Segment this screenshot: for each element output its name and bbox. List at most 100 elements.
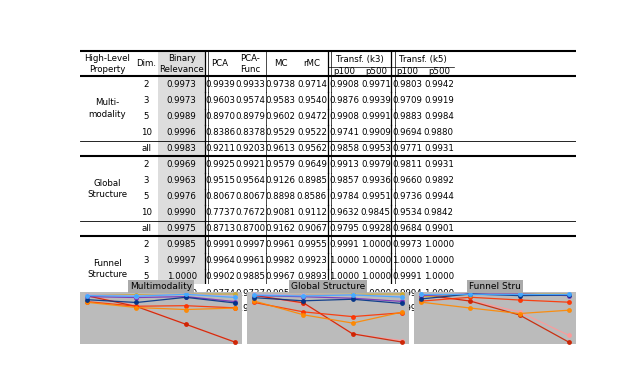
Text: Multi-
modality: Multi- modality — [88, 98, 126, 118]
Text: 0.9991: 0.9991 — [392, 272, 422, 281]
Text: 0.8713: 0.8713 — [205, 224, 235, 233]
Text: Binary
Relevance: Binary Relevance — [159, 54, 204, 74]
Text: 0.9919: 0.9919 — [424, 96, 454, 105]
Bar — [158, 221, 205, 236]
Text: 1.0000: 1.0000 — [361, 289, 391, 298]
Text: 0.9971: 0.9971 — [361, 80, 391, 89]
Text: 0.9955: 0.9955 — [266, 289, 296, 298]
Bar — [158, 205, 205, 221]
Text: 0.9540: 0.9540 — [297, 96, 327, 105]
Text: 0.9602: 0.9602 — [266, 112, 296, 121]
Text: 1.0000: 1.0000 — [361, 256, 391, 265]
Bar — [158, 76, 205, 92]
Text: 0.9913: 0.9913 — [329, 160, 359, 169]
Text: 0.9649: 0.9649 — [297, 160, 327, 169]
Text: 0.9928: 0.9928 — [361, 224, 391, 233]
Text: 0.9994: 0.9994 — [392, 289, 422, 298]
Text: 0.9991: 0.9991 — [329, 240, 359, 249]
Text: 0.9795: 0.9795 — [329, 224, 359, 233]
Title: Multimodality: Multimodality — [130, 282, 192, 291]
Text: 0.9562: 0.9562 — [297, 144, 327, 153]
Bar — [158, 285, 205, 301]
Text: 3: 3 — [144, 256, 149, 265]
Text: 0.9931: 0.9931 — [424, 160, 454, 169]
Text: 0.9973: 0.9973 — [167, 80, 196, 89]
Text: 0.7737: 0.7737 — [205, 209, 235, 217]
Text: 0.9883: 0.9883 — [392, 112, 422, 121]
Text: 0.9955: 0.9955 — [297, 240, 327, 249]
Text: 10: 10 — [141, 128, 152, 137]
Text: 0.9684: 0.9684 — [392, 224, 422, 233]
Text: 0.9921: 0.9921 — [297, 305, 327, 313]
Text: 1.0000: 1.0000 — [361, 240, 391, 249]
Text: 0.9911: 0.9911 — [297, 289, 327, 298]
Text: 0.9714: 0.9714 — [297, 80, 327, 89]
Text: 0.9969: 0.9969 — [167, 160, 196, 169]
Text: 0.9694: 0.9694 — [392, 128, 422, 137]
Text: 0.9923: 0.9923 — [297, 256, 327, 265]
Text: 0.9893: 0.9893 — [297, 272, 327, 281]
Text: 0.9741: 0.9741 — [329, 128, 359, 137]
Text: 0.9939: 0.9939 — [205, 80, 235, 89]
Text: 0.7672: 0.7672 — [236, 209, 266, 217]
Text: 0.9857: 0.9857 — [329, 176, 359, 185]
Text: 0.9909: 0.9909 — [361, 128, 391, 137]
Text: 0.9894: 0.9894 — [236, 305, 266, 313]
Text: 0.9953: 0.9953 — [361, 144, 391, 153]
Text: 0.9613: 0.9613 — [266, 144, 296, 153]
Text: 5: 5 — [144, 112, 149, 121]
Text: 0.9564: 0.9564 — [236, 176, 266, 185]
Text: 0.9472: 0.9472 — [297, 112, 327, 121]
Bar — [158, 269, 205, 285]
Bar — [158, 173, 205, 189]
Text: 1.0000: 1.0000 — [329, 272, 359, 281]
Text: 0.9908: 0.9908 — [329, 80, 359, 89]
Text: 0.9067: 0.9067 — [297, 224, 327, 233]
Text: 0.9771: 0.9771 — [392, 144, 422, 153]
Text: 0.9574: 0.9574 — [236, 96, 266, 105]
Text: 0.9985: 0.9985 — [167, 240, 196, 249]
Text: 0.9983: 0.9983 — [167, 144, 196, 153]
Bar — [158, 253, 205, 269]
Text: 0.9951: 0.9951 — [361, 192, 391, 201]
Text: 0.9975: 0.9975 — [167, 224, 196, 233]
Text: 0.9902: 0.9902 — [205, 272, 235, 281]
Text: 0.9976: 0.9976 — [167, 192, 196, 201]
Text: 5: 5 — [144, 272, 149, 281]
Text: 0.9211: 0.9211 — [205, 144, 235, 153]
Text: 1.0000: 1.0000 — [361, 305, 391, 313]
Text: 10: 10 — [141, 289, 152, 298]
Text: 0.9944: 0.9944 — [424, 192, 454, 201]
Text: 1.0000: 1.0000 — [424, 272, 454, 281]
Text: 0.9989: 0.9989 — [167, 112, 196, 121]
Text: 0.9961: 0.9961 — [236, 256, 266, 265]
Text: 0.9738: 0.9738 — [266, 80, 296, 89]
Text: 0.9529: 0.9529 — [266, 128, 296, 137]
Text: 0.9603: 0.9603 — [205, 96, 235, 105]
Bar — [158, 141, 205, 156]
Text: 0.9931: 0.9931 — [424, 144, 454, 153]
Text: 0.8386: 0.8386 — [205, 128, 235, 137]
Text: 0.9709: 0.9709 — [392, 96, 422, 105]
Text: 0.8378: 0.8378 — [236, 128, 266, 137]
Text: 0.9515: 0.9515 — [205, 176, 235, 185]
Text: p500: p500 — [428, 67, 450, 76]
Text: Transf. (k3): Transf. (k3) — [336, 55, 384, 64]
Text: 0.9963: 0.9963 — [167, 176, 196, 185]
Text: 0.9112: 0.9112 — [297, 209, 327, 217]
Text: all: all — [141, 144, 152, 153]
Text: 0.9961: 0.9961 — [266, 240, 296, 249]
Text: 0.9984: 0.9984 — [424, 112, 454, 121]
Text: 0.9901: 0.9901 — [424, 224, 454, 233]
Text: 0.8970: 0.8970 — [205, 112, 235, 121]
Text: 0.9991: 0.9991 — [361, 112, 391, 121]
Text: 0.9522: 0.9522 — [297, 128, 327, 137]
Text: 0.9967: 0.9967 — [266, 272, 296, 281]
Text: 1.0000: 1.0000 — [392, 256, 422, 265]
Text: 0.9774: 0.9774 — [205, 289, 235, 298]
Text: 2: 2 — [144, 240, 149, 249]
Bar — [158, 108, 205, 125]
Text: 0.9858: 0.9858 — [329, 144, 359, 153]
Text: 1.0000: 1.0000 — [424, 240, 454, 249]
Text: 0.8985: 0.8985 — [297, 176, 327, 185]
